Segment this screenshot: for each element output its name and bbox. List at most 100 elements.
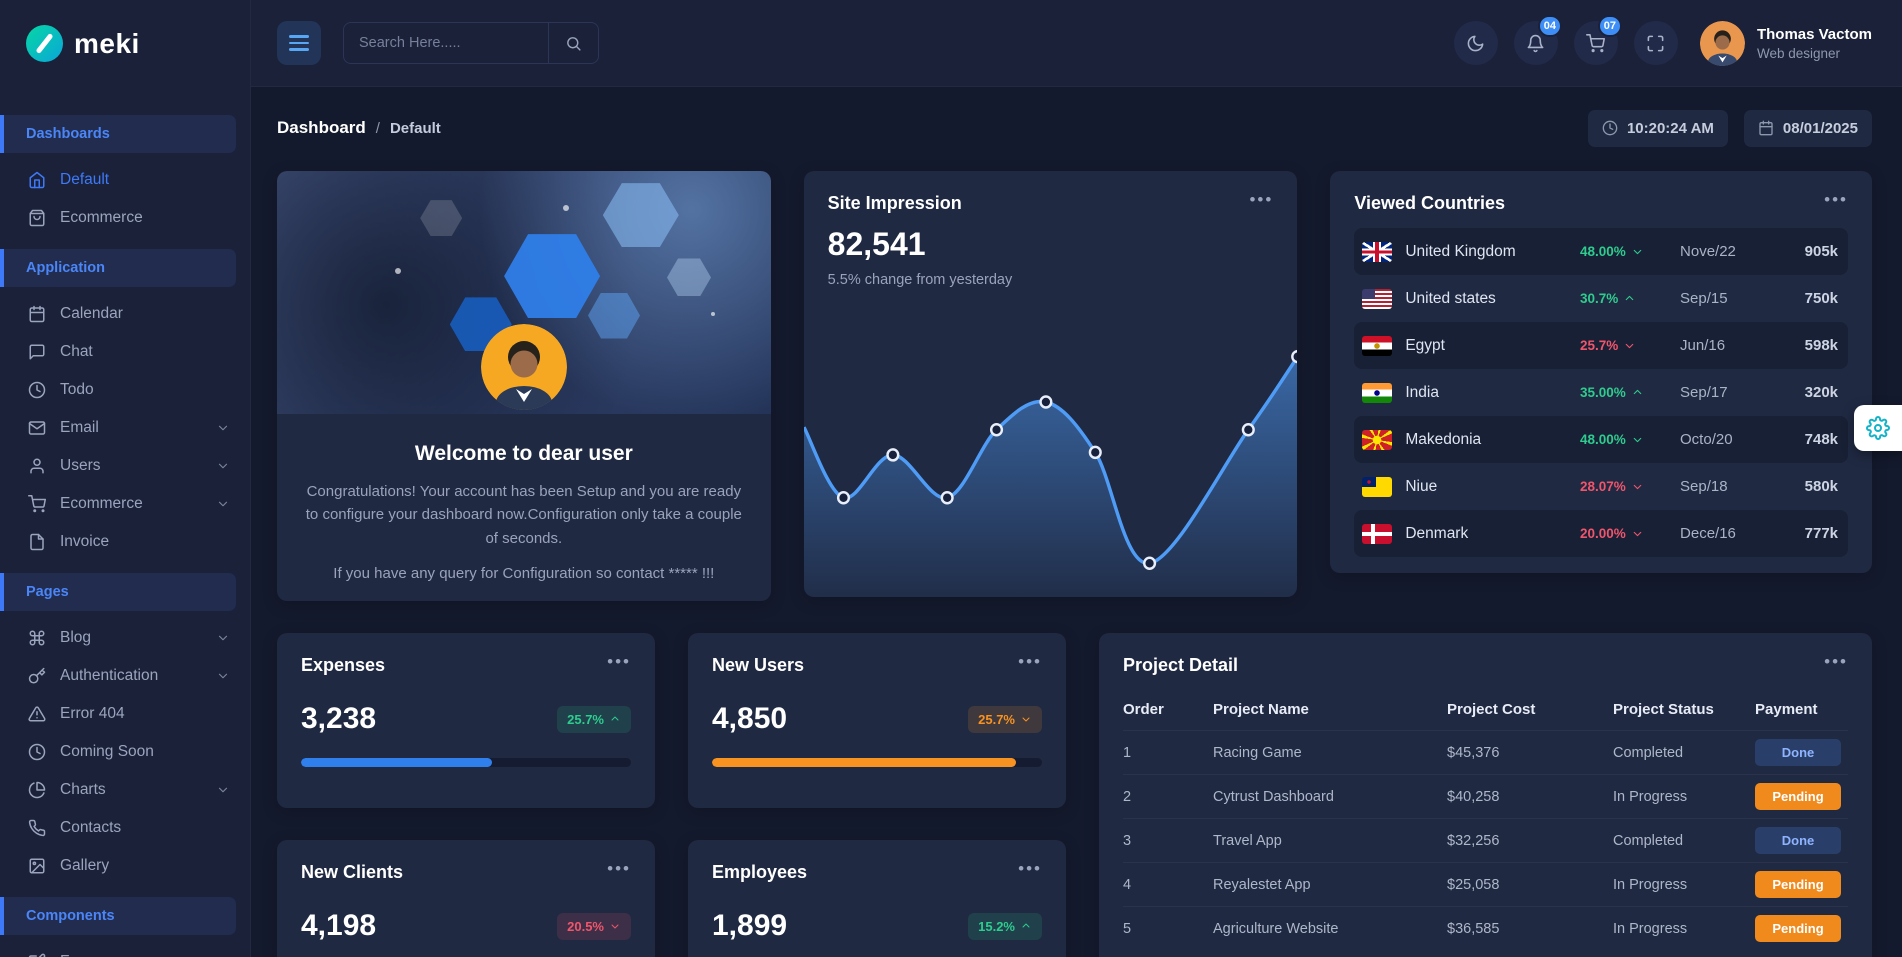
cell-project-cost: $36,585 xyxy=(1447,920,1500,937)
cell-order: 4 xyxy=(1123,876,1132,893)
project-detail-menu-button[interactable] xyxy=(1820,649,1852,674)
country-percent: 48.00% xyxy=(1580,432,1680,447)
sidebar-item-ecommerce-app[interactable]: Ecommerce xyxy=(0,485,250,523)
clock-chips: 10:20:24 AM 08/01/2025 xyxy=(1587,109,1872,147)
new-users-progress-track xyxy=(712,758,1042,767)
sidebar-item-label: Form xyxy=(60,953,96,957)
payment-button[interactable]: Done xyxy=(1755,739,1841,766)
viewed-countries-title: Viewed Countries xyxy=(1354,193,1506,213)
employees-menu-button[interactable] xyxy=(1014,856,1046,881)
new-clients-trend-badge: 20.5% xyxy=(557,912,631,940)
user-menu[interactable]: Thomas Vactom Web designer xyxy=(1699,20,1872,66)
payment-button[interactable]: Pending xyxy=(1755,871,1841,898)
payment-button[interactable]: Pending xyxy=(1755,915,1841,942)
sidebar-item-label: Calendar xyxy=(60,305,123,322)
expenses-trend-badge: 25.7% xyxy=(557,705,631,733)
search-input[interactable] xyxy=(344,35,548,51)
project-table-header: Order Project Name Project Cost Project … xyxy=(1123,688,1848,730)
menu-toggle-button[interactable] xyxy=(277,21,321,65)
sidebar-item-chat[interactable]: Chat xyxy=(0,333,250,371)
sidebar-item-charts[interactable]: Charts xyxy=(0,771,250,809)
expenses-card: Expenses 3,238 25.7% xyxy=(277,633,655,808)
sidebar-item-label: Ecommerce xyxy=(60,209,143,226)
alert-triangle-icon xyxy=(28,706,46,722)
country-views: 750k xyxy=(1804,290,1839,307)
country-row: India 35.00% Sep/17 320k xyxy=(1354,369,1848,416)
breadcrumb-current: Default xyxy=(389,120,441,137)
viewed-countries-menu-button[interactable] xyxy=(1820,187,1852,212)
cell-project-status: Completed xyxy=(1613,744,1684,761)
country-views: 905k xyxy=(1804,243,1839,260)
sidebar-item-label: Default xyxy=(60,171,110,188)
topbar-actions: 04 07 xyxy=(1453,15,1872,66)
welcome-body: Welcome to dear user Congratulations! Yo… xyxy=(277,414,771,601)
cell-project-status: In Progress xyxy=(1613,920,1688,937)
chevron-up-icon xyxy=(1022,923,1030,928)
cell-project-name: Travel App xyxy=(1213,832,1282,849)
sidebar-item-error-404[interactable]: Error 404 xyxy=(0,695,250,733)
fullscreen-button[interactable] xyxy=(1633,21,1678,65)
pie-chart-icon xyxy=(28,781,46,799)
site-impression-menu-button[interactable] xyxy=(1245,187,1277,212)
chart-point xyxy=(989,422,1003,437)
cell-project-status: In Progress xyxy=(1613,788,1688,805)
notifications-button[interactable]: 04 xyxy=(1513,15,1562,65)
country-date: Jun/16 xyxy=(1680,337,1726,354)
sidebar-item-default[interactable]: Default xyxy=(0,161,250,199)
sidebar-item-coming-soon[interactable]: Coming Soon xyxy=(0,733,250,771)
cards-row-1: Welcome to dear user Congratulations! Yo… xyxy=(277,171,1873,601)
cart-button[interactable]: 07 xyxy=(1573,15,1622,65)
country-row: Makedonia 48.00% Octo/20 748k xyxy=(1354,416,1849,463)
sidebar-item-users[interactable]: Users xyxy=(0,447,250,485)
chevron-up-icon xyxy=(1633,389,1642,395)
employees-value: 1,899 xyxy=(712,909,788,942)
dark-mode-button[interactable] xyxy=(1453,21,1498,65)
cell-project-cost: $32,256 xyxy=(1447,832,1500,849)
sidebar-item-authentication[interactable]: Authentication xyxy=(0,657,250,695)
country-row: Egypt 25.7% Jun/16 598k xyxy=(1354,322,1849,369)
sidebar-item-todo[interactable]: Todo xyxy=(0,371,250,409)
country-row: United Kingdom 48.00% Nove/22 905k xyxy=(1354,228,1849,275)
notifications-badge: 04 xyxy=(1537,15,1562,37)
welcome-card: Welcome to dear user Congratulations! Yo… xyxy=(277,171,771,601)
chevron-down-icon xyxy=(218,635,228,641)
site-impression-subtitle: 5.5% change from yesterday xyxy=(827,272,1013,288)
sidebar-item-contacts[interactable]: Contacts xyxy=(0,809,250,847)
payment-button[interactable]: Done xyxy=(1755,827,1841,854)
site-impression-head: Site Impression 82,541 5.5% change from … xyxy=(804,171,1298,288)
search-button[interactable] xyxy=(548,23,598,63)
india-flag-icon xyxy=(1362,382,1393,403)
col-project-name: Project Name xyxy=(1213,701,1309,718)
project-detail-title: Project Detail xyxy=(1123,655,1239,675)
user-role: Web designer xyxy=(1756,45,1841,61)
phone-icon xyxy=(28,819,46,837)
new-users-menu-button[interactable] xyxy=(1014,649,1046,674)
country-name: Egypt xyxy=(1405,336,1445,354)
chevron-down-icon xyxy=(218,463,228,469)
payment-button[interactable]: Pending xyxy=(1755,783,1841,810)
sidebar-item-ecommerce-dashboard[interactable]: Ecommerce xyxy=(0,199,250,237)
new-users-value: 4,850 xyxy=(712,702,788,735)
sidebar-item-form[interactable]: Form xyxy=(0,943,250,957)
calendar-icon xyxy=(1759,120,1773,136)
country-views: 320k xyxy=(1804,384,1839,401)
chart-point xyxy=(1039,395,1053,409)
sidebar-item-label: Contacts xyxy=(60,819,122,836)
breadcrumb-dashboard[interactable]: Dashboard xyxy=(277,118,366,137)
expenses-title: Expenses xyxy=(301,655,386,675)
new-clients-menu-button[interactable] xyxy=(603,856,635,881)
sidebar-item-calendar[interactable]: Calendar xyxy=(0,295,250,333)
expenses-progress-fill xyxy=(301,758,493,767)
brand-logo[interactable]: meki xyxy=(0,0,250,87)
site-impression-card: Site Impression 82,541 5.5% change from … xyxy=(803,171,1298,597)
employees-trend-badge: 15.2% xyxy=(968,912,1042,940)
settings-fab-button[interactable] xyxy=(1854,405,1902,451)
sidebar-item-invoice[interactable]: Invoice xyxy=(0,523,250,561)
chevron-down-icon xyxy=(218,501,228,507)
sidebar-item-blog[interactable]: Blog xyxy=(0,619,250,657)
egypt-flag-icon xyxy=(1362,335,1393,356)
sidebar-item-email[interactable]: Email xyxy=(0,409,250,447)
sidebar-item-gallery[interactable]: Gallery xyxy=(0,847,250,885)
sidebar-item-label: Charts xyxy=(60,781,106,798)
expenses-menu-button[interactable] xyxy=(603,649,635,674)
